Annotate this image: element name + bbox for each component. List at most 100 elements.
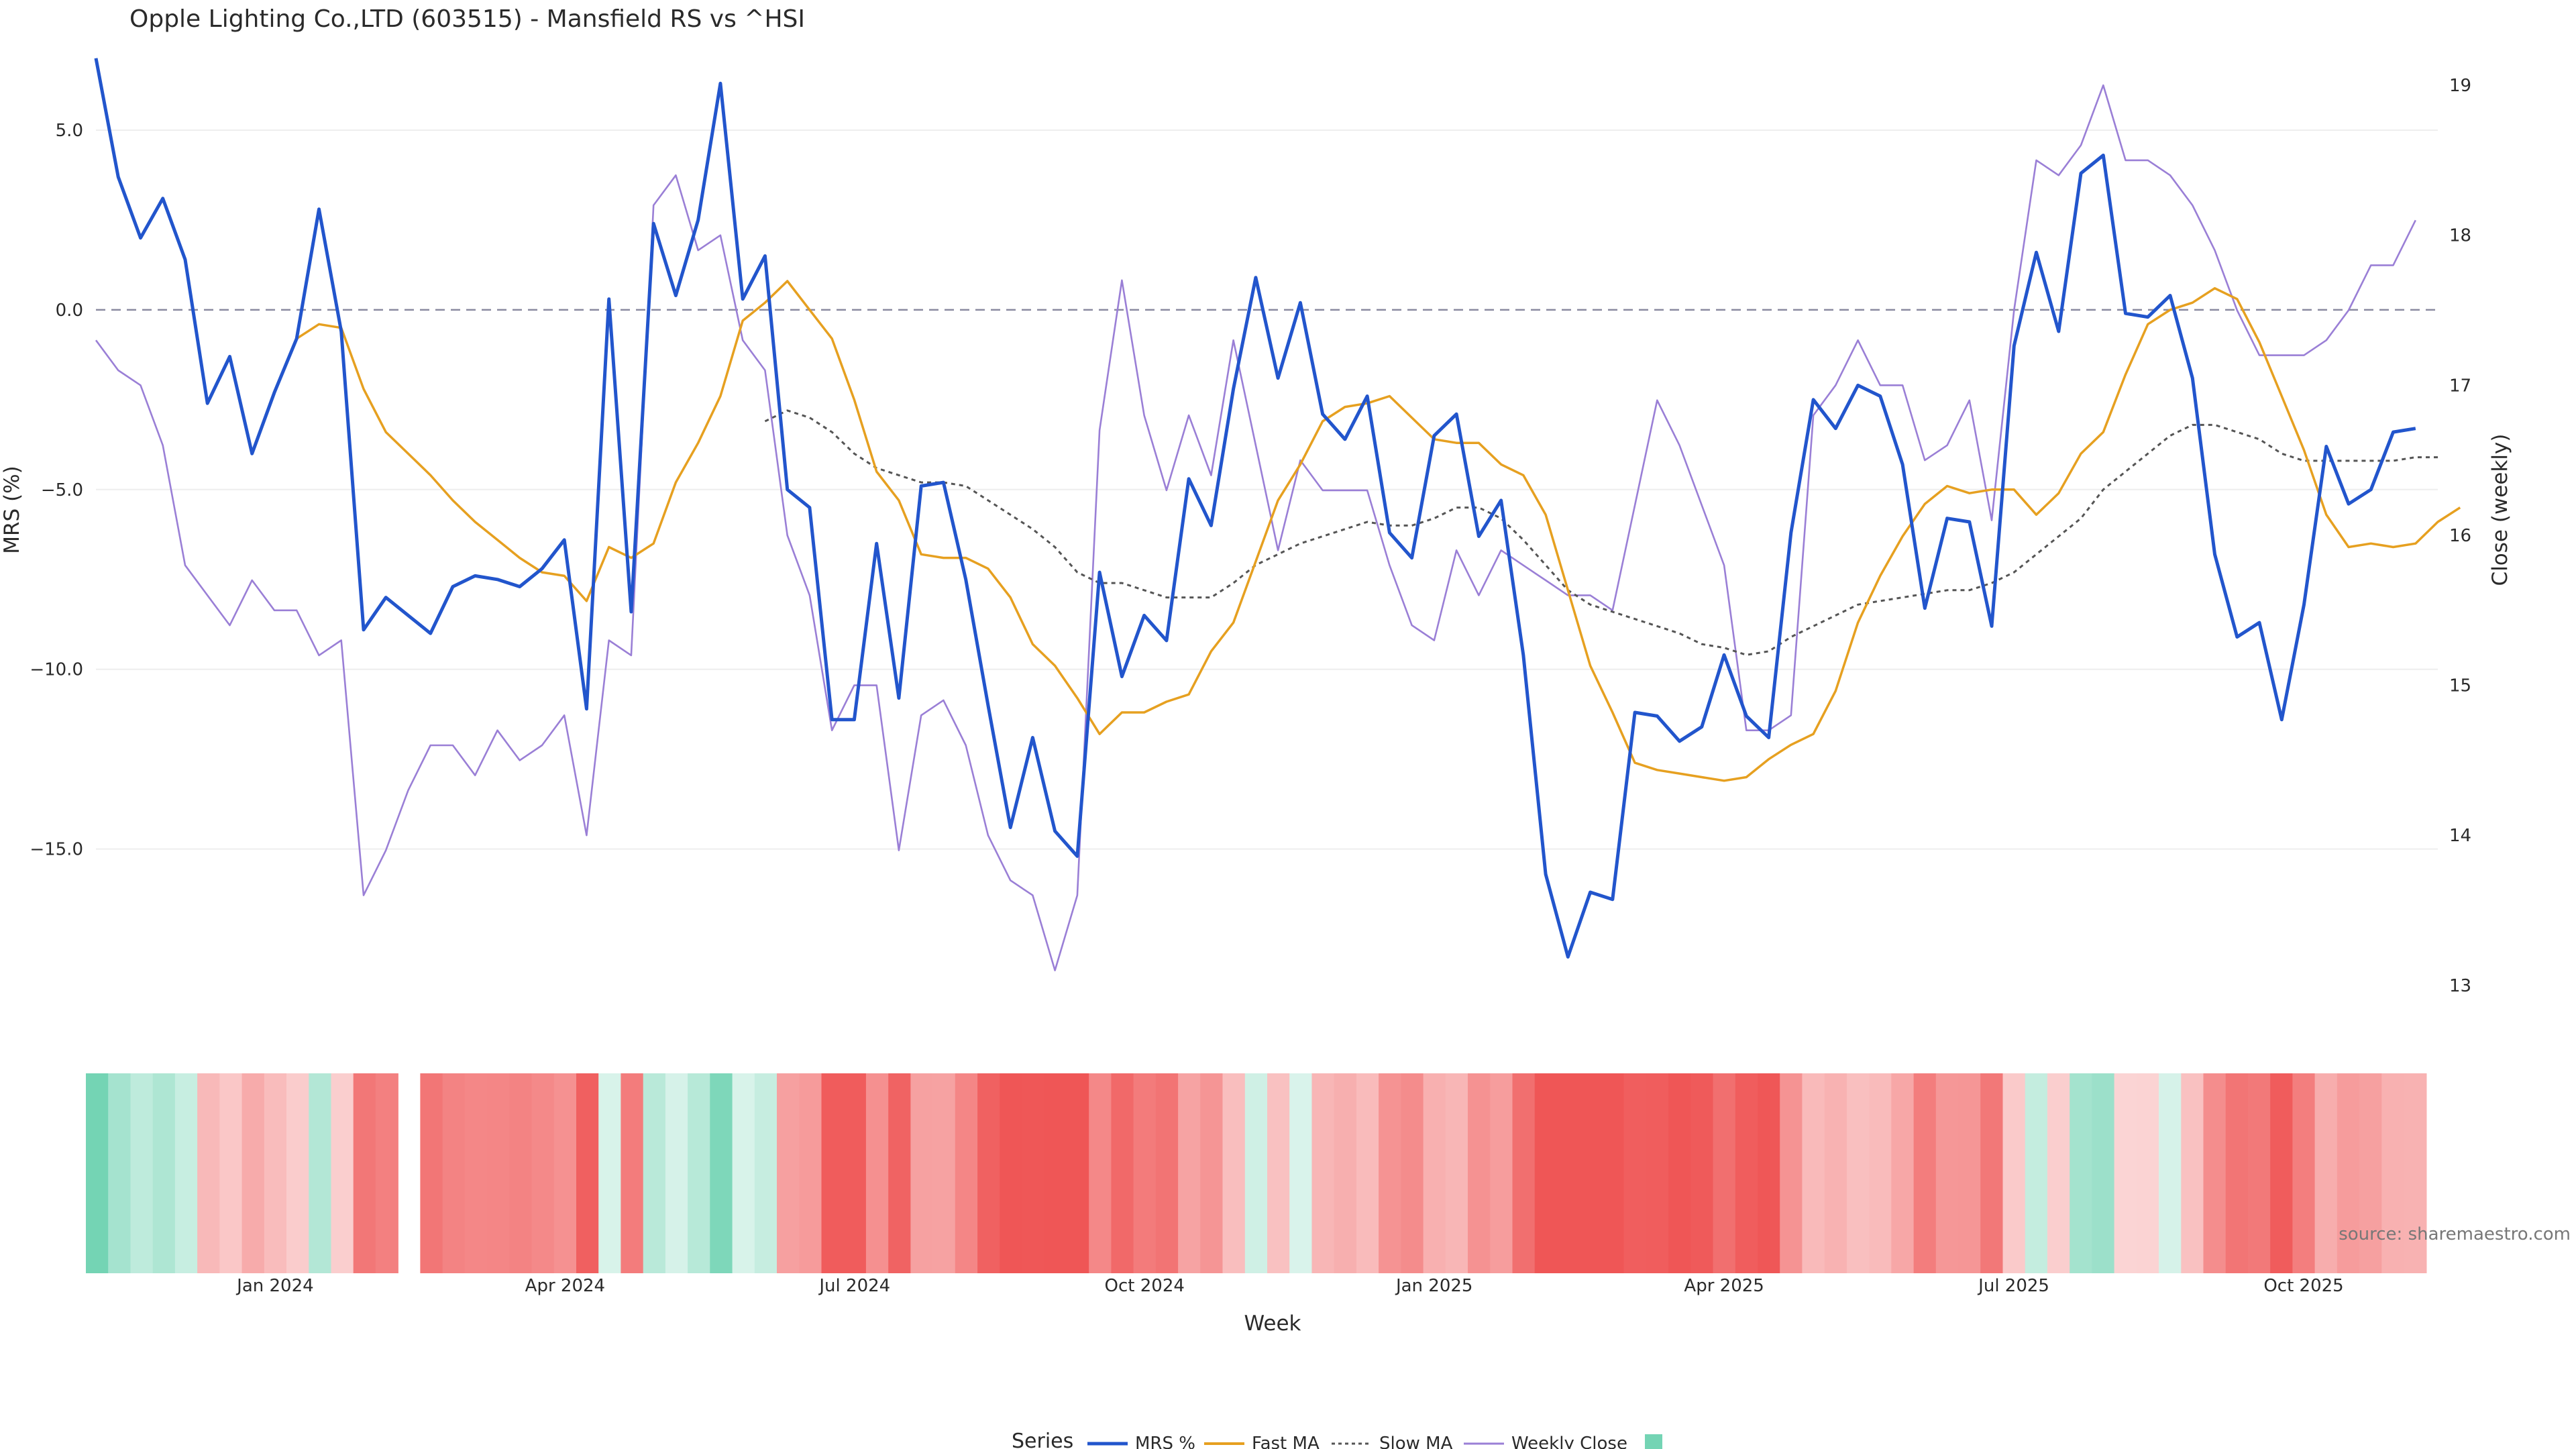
heatmap-cell — [130, 1073, 154, 1273]
right-tick-label: 14 — [2449, 826, 2471, 846]
heatmap-cell — [865, 1073, 889, 1273]
x-tick-label: Jan 2024 — [235, 1276, 314, 1296]
left-tick-label: −10.0 — [30, 660, 83, 680]
heatmap-cell — [1913, 1073, 1937, 1273]
legend-title: Series — [1012, 1430, 1073, 1449]
heatmap-cell — [1891, 1073, 1915, 1273]
heatmap-cell — [1579, 1073, 1603, 1273]
heatmap-cell — [1534, 1073, 1558, 1273]
heatmap-cell — [955, 1073, 978, 1273]
heatmap-cell — [2047, 1073, 2070, 1273]
x-tick-label: Oct 2025 — [2263, 1276, 2343, 1296]
heatmap-cell — [1869, 1073, 1892, 1273]
heatmap-cell — [888, 1073, 912, 1273]
heatmap-cell — [2203, 1073, 2226, 1273]
heatmap-cell — [932, 1073, 956, 1273]
heatmap-cell — [2181, 1073, 2204, 1273]
heatmap-cell — [1401, 1073, 1424, 1273]
heatmap-cell — [1000, 1073, 1023, 1273]
left-axis-label: MRS (%) — [0, 466, 24, 553]
left-tick-label: 5.0 — [56, 121, 83, 141]
heatmap-cell — [1111, 1073, 1134, 1273]
heatmap-cell — [1155, 1073, 1179, 1273]
heatmap-cell — [2404, 1073, 2427, 1273]
heatmap-cell — [1356, 1073, 1379, 1273]
left-tick-label: 0.0 — [56, 301, 83, 321]
legend-label-weekly-close: Weekly Close — [1511, 1434, 1627, 1449]
heatmap-cell — [286, 1073, 309, 1273]
heatmap-cell — [2381, 1073, 2405, 1273]
series-line-slow-ma — [764, 409, 2438, 656]
heatmap-cell — [710, 1073, 733, 1273]
heatmap-cell — [598, 1073, 622, 1273]
x-tick-label: Jan 2025 — [1395, 1276, 1473, 1296]
heatmap-cell — [1758, 1073, 1780, 1273]
heatmap-cell — [420, 1073, 443, 1273]
heatmap-cell — [977, 1073, 1001, 1273]
heatmap-cell — [464, 1073, 488, 1273]
right-axis-label: Close (weekly) — [2488, 434, 2512, 586]
heatmap-cell — [331, 1073, 354, 1273]
heatmap-cell — [487, 1073, 511, 1273]
heatmap-cell — [1601, 1073, 1625, 1273]
heatmap-cell — [1468, 1073, 1491, 1273]
heatmap-cell — [1824, 1073, 1847, 1273]
heatmap-cell — [621, 1073, 644, 1273]
heatmap-cell — [1980, 1073, 2004, 1273]
right-axis-ticks: 19 18 17 16 15 14 13 — [2449, 76, 2471, 996]
right-tick-label: 17 — [2449, 376, 2471, 396]
heatmap-cell — [2114, 1073, 2137, 1273]
series-line-mrs — [94, 58, 2416, 959]
legend: Series MRS % Fast MA Slow MA Weekly Clos… — [1012, 1430, 1662, 1449]
heatmap-cell — [2025, 1073, 2048, 1273]
heatmap-cell — [2314, 1073, 2338, 1273]
heatmap-cell — [1668, 1073, 1692, 1273]
heatmap-cell — [799, 1073, 822, 1273]
heatmap-cell — [843, 1073, 867, 1273]
heatmap-cell — [152, 1073, 176, 1273]
heatmap-cell — [1334, 1073, 1357, 1273]
heatmap-cell — [1267, 1073, 1290, 1273]
heatmap-cell — [1445, 1073, 1468, 1273]
heatmap-cell — [442, 1073, 466, 1273]
heatmap-cell — [1690, 1073, 1714, 1273]
heatmap-cell — [1222, 1073, 1246, 1273]
right-tick-label: 19 — [2449, 76, 2471, 96]
right-tick-label: 16 — [2449, 526, 2471, 546]
heatmap-cell — [2337, 1073, 2360, 1273]
heatmap-cell — [108, 1073, 131, 1273]
heatmap-cell — [1311, 1073, 1335, 1273]
heatmap-cell — [732, 1073, 755, 1273]
x-axis-ticks: Jan 2024 Apr 2024 Jul 2024 Oct 2024 Jan 2025… — [235, 1276, 2344, 1296]
legend-label-fast-ma: Fast MA — [1252, 1434, 1320, 1449]
heatmap-cell — [643, 1073, 666, 1273]
heatmap-cell — [309, 1073, 332, 1273]
heatmap-cell — [1244, 1073, 1268, 1273]
heatmap-cell — [1780, 1073, 1803, 1273]
series-lines — [94, 58, 2461, 971]
heatmap-cell — [1646, 1073, 1669, 1273]
left-tick-label: −15.0 — [30, 840, 83, 860]
heatmap-cell — [2248, 1073, 2271, 1273]
heatmap-cell — [1379, 1073, 1402, 1273]
heatmap-cell — [2092, 1073, 2115, 1273]
heatmap-cell — [2359, 1073, 2383, 1273]
heatmap-cell — [1200, 1073, 1224, 1273]
heatmap-cell — [2225, 1073, 2249, 1273]
heatmap-cell — [1022, 1073, 1045, 1273]
heatmap-cell — [531, 1073, 555, 1273]
heatmap-cell — [1846, 1073, 1870, 1273]
heatmap-cell — [2159, 1073, 2182, 1273]
heatmap-cell — [688, 1073, 711, 1273]
heatmap-cell — [2292, 1073, 2316, 1273]
x-tick-label: Jul 2025 — [1977, 1276, 2049, 1296]
left-axis-ticks: 5.0 0.0 −5.0 −10.0 −15.0 — [30, 121, 83, 860]
heatmap-cell — [86, 1073, 109, 1273]
legend-label-slow-ma: Slow MA — [1379, 1434, 1453, 1449]
heatmap-cell — [910, 1073, 934, 1273]
heatmap-cell — [174, 1073, 198, 1273]
x-tick-label: Apr 2024 — [525, 1276, 605, 1296]
heatmap-cell — [1178, 1073, 1201, 1273]
heatmap-cell — [777, 1073, 800, 1273]
heatmap-cell — [2136, 1073, 2159, 1273]
